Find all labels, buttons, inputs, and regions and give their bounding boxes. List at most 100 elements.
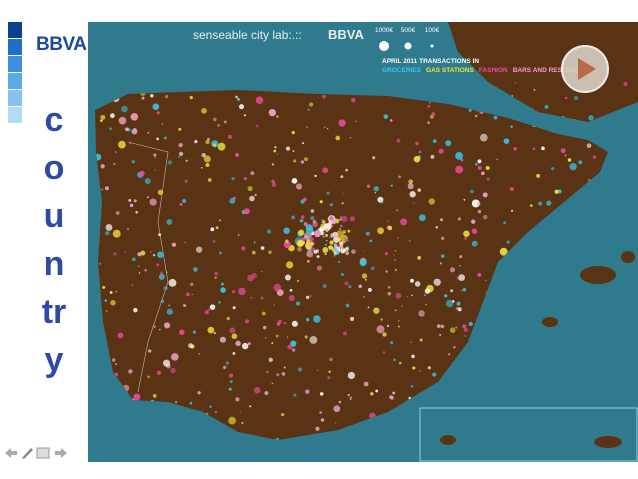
dot <box>408 240 411 242</box>
dot <box>440 254 445 258</box>
dot <box>305 226 314 235</box>
menu-button[interactable] <box>36 447 50 459</box>
dot <box>109 291 113 294</box>
dot <box>314 174 317 178</box>
dot <box>432 372 437 377</box>
pen-button[interactable] <box>22 448 33 459</box>
dot <box>146 196 149 199</box>
dot <box>323 232 325 234</box>
dot <box>343 238 347 242</box>
dot <box>147 375 150 379</box>
dot <box>235 153 239 158</box>
dot <box>158 233 162 237</box>
dot <box>179 202 183 206</box>
dot <box>387 285 391 289</box>
dot <box>254 387 261 394</box>
dot <box>212 239 216 243</box>
dot <box>149 250 152 253</box>
dot <box>310 255 313 258</box>
dot <box>222 339 225 341</box>
dot <box>327 376 331 380</box>
dot <box>307 108 310 112</box>
dot <box>338 260 341 263</box>
dot <box>327 128 329 130</box>
dot <box>407 183 414 190</box>
dot <box>506 240 510 244</box>
dot <box>113 162 116 166</box>
dot <box>195 246 203 253</box>
dot <box>333 236 340 243</box>
dot <box>148 349 152 353</box>
next-button[interactable] <box>55 448 67 458</box>
dot <box>189 95 193 100</box>
dot <box>383 114 389 119</box>
dot <box>255 96 264 105</box>
dot <box>205 162 210 168</box>
dot <box>131 257 136 262</box>
dot <box>291 131 295 135</box>
dot <box>263 325 267 330</box>
dot <box>342 229 346 234</box>
dot <box>397 325 400 328</box>
dot <box>370 266 375 271</box>
dot <box>493 115 498 120</box>
dot <box>115 290 118 293</box>
dot <box>204 310 209 315</box>
dot <box>309 336 318 344</box>
dot <box>373 186 379 192</box>
dot <box>449 327 456 334</box>
dot <box>387 225 393 231</box>
dot <box>201 152 206 158</box>
dot <box>370 392 374 396</box>
dot <box>366 184 371 188</box>
dot <box>243 114 246 117</box>
dot <box>112 229 121 238</box>
dot <box>236 97 241 101</box>
dot <box>400 218 408 226</box>
dot <box>285 239 289 244</box>
dot <box>190 282 194 286</box>
dot <box>482 192 488 198</box>
dot <box>286 261 294 269</box>
dot <box>479 133 488 142</box>
island <box>594 436 622 448</box>
dot <box>551 167 555 171</box>
dot <box>326 191 330 195</box>
dot <box>110 113 115 119</box>
category-label: FASHION <box>479 67 508 74</box>
dot <box>338 400 342 404</box>
dot <box>347 229 351 233</box>
dot <box>477 159 482 164</box>
dot <box>304 241 313 250</box>
dot <box>335 135 341 141</box>
dot <box>251 250 256 255</box>
dot <box>201 107 207 114</box>
dot <box>130 112 139 121</box>
dot <box>98 262 102 265</box>
dot <box>363 295 366 299</box>
dot <box>331 219 336 225</box>
dot <box>131 128 138 135</box>
dot <box>166 308 173 315</box>
prev-button[interactable] <box>5 448 17 458</box>
dot <box>471 240 478 247</box>
dot <box>283 321 287 325</box>
dot <box>171 242 177 247</box>
dot <box>592 155 597 159</box>
dot <box>410 278 414 283</box>
dot <box>215 226 219 230</box>
dot <box>100 119 103 122</box>
dot <box>389 395 394 400</box>
dot <box>564 154 567 157</box>
dot <box>338 119 346 127</box>
dot <box>486 177 490 181</box>
dot <box>350 316 355 321</box>
dot <box>207 326 215 334</box>
dot <box>333 405 341 413</box>
dot <box>285 146 291 151</box>
dot <box>100 114 106 120</box>
brand: BBVA <box>328 27 364 42</box>
dot <box>475 162 478 166</box>
dot <box>427 104 431 108</box>
dot <box>254 193 257 197</box>
